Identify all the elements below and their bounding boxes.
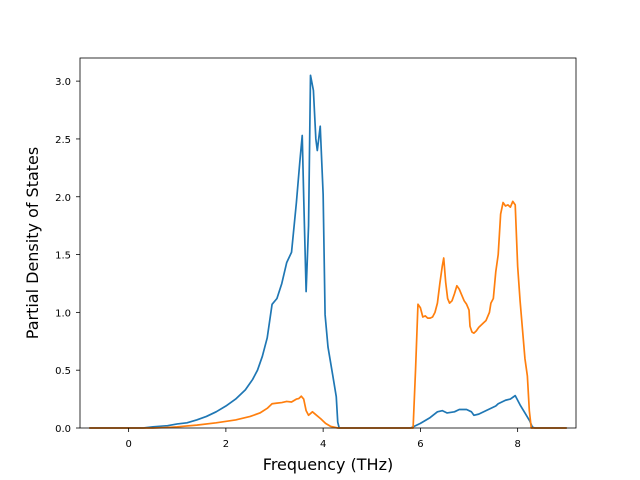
y-tick-label-5: 2.5 [55, 135, 71, 146]
y-tick-label-2: 1.0 [55, 308, 71, 319]
y-tick-label-6: 3.0 [55, 77, 71, 88]
series-line-0 [88, 74, 568, 429]
y-axis: 0.0 0.5 1.0 1.5 2.0 2.5 3.0 [55, 77, 80, 435]
x-tick-label-1: 2 [223, 439, 229, 450]
x-tick-label-4: 8 [514, 439, 520, 450]
y-tick-label-4: 2.0 [55, 193, 71, 204]
plot-background [80, 58, 576, 428]
plot-frame [79, 57, 577, 429]
x-axis-label: Frequency (THz) [263, 455, 393, 474]
y-tick-label-0: 0.0 [55, 424, 71, 435]
series-layer [88, 74, 568, 429]
x-tick-label-2: 4 [320, 439, 326, 450]
x-tick-label-3: 6 [417, 439, 423, 450]
series-line-1 [88, 200, 568, 429]
x-axis: 0 2 4 6 8 [125, 428, 521, 450]
y-tick-label-1: 0.5 [55, 366, 71, 377]
x-tick-label-0: 0 [125, 439, 131, 450]
y-tick-label-3: 1.5 [55, 251, 71, 262]
y-axis-label: Partial Density of States [23, 147, 42, 339]
plot-area [79, 57, 577, 429]
